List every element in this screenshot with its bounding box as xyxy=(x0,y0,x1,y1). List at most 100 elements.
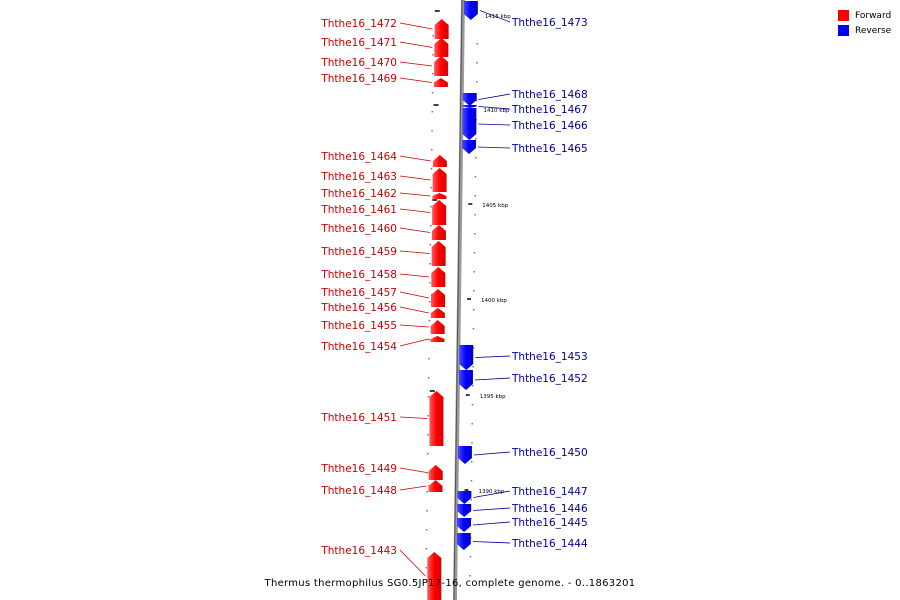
gene-arrow-forward[interactable] xyxy=(432,193,447,199)
grid-dot xyxy=(472,309,475,311)
gene-label[interactable]: Ththe16_1462 xyxy=(320,188,397,200)
chromosome-axis xyxy=(453,0,465,600)
gene-leader-line xyxy=(399,250,430,254)
grid-dot xyxy=(428,358,430,360)
gene-arrow-forward[interactable] xyxy=(431,241,446,266)
gene-label[interactable]: Ththe16_1458 xyxy=(320,269,397,281)
gene-arrow-forward[interactable] xyxy=(427,552,442,600)
gene-arrow-forward[interactable] xyxy=(432,200,447,225)
gene-label[interactable]: Ththe16_1456 xyxy=(320,302,397,314)
grid-dot xyxy=(432,35,435,37)
grid-dot xyxy=(471,404,474,406)
gene-arrow-reverse[interactable] xyxy=(463,1,478,20)
legend-label: Forward xyxy=(855,10,892,21)
gene-leader-line xyxy=(473,451,511,456)
grid-dot xyxy=(471,385,474,387)
gene-arrow-forward[interactable] xyxy=(429,391,444,446)
gene-label[interactable]: Ththe16_1468 xyxy=(511,89,588,101)
gene-label[interactable]: Ththe16_1470 xyxy=(320,57,397,69)
gene-label[interactable]: Ththe16_1467 xyxy=(511,104,588,116)
grid-dot xyxy=(475,100,478,102)
grid-dot xyxy=(475,157,477,159)
gene-label[interactable]: Ththe16_1460 xyxy=(320,223,397,235)
gene-label[interactable]: Ththe16_1453 xyxy=(511,351,588,363)
grid-dot xyxy=(475,138,477,140)
gene-label[interactable]: Ththe16_1454 xyxy=(320,341,397,353)
gene-arrow-forward[interactable] xyxy=(430,320,445,334)
gene-label[interactable]: Ththe16_1447 xyxy=(511,486,588,498)
gene-leader-line xyxy=(473,490,511,498)
grid-dot xyxy=(472,366,474,368)
grid-dot xyxy=(474,195,477,197)
tick-label: 1410 kbp xyxy=(484,108,510,114)
gene-arrow-forward[interactable] xyxy=(433,78,448,87)
gene-label[interactable]: Ththe16_1471 xyxy=(320,37,397,49)
gene-label[interactable]: Ththe16_1461 xyxy=(320,204,397,216)
gene-arrow-reverse[interactable] xyxy=(462,105,477,108)
legend-item-forward: Forward xyxy=(838,8,891,23)
gene-label[interactable]: Ththe16_1448 xyxy=(320,485,397,497)
gene-leader-line xyxy=(399,192,431,197)
grid-dot xyxy=(431,92,434,94)
gene-arrow-forward[interactable] xyxy=(428,465,443,480)
gene-label[interactable]: Ththe16_1457 xyxy=(320,287,397,299)
gene-leader-line xyxy=(475,355,511,358)
grid-dot xyxy=(476,81,478,83)
gene-arrow-reverse[interactable] xyxy=(462,108,477,140)
gene-label[interactable]: Ththe16_1451 xyxy=(320,412,397,424)
gene-label[interactable]: Ththe16_1446 xyxy=(511,503,588,515)
gene-arrow-reverse[interactable] xyxy=(462,140,477,154)
gene-label[interactable]: Ththe16_1444 xyxy=(511,538,588,550)
gene-label[interactable]: Ththe16_1443 xyxy=(320,545,397,557)
grid-dot xyxy=(469,556,472,558)
grid-dot xyxy=(430,225,432,227)
tick-label: 1405 kbp xyxy=(482,203,508,209)
gene-arrow-reverse[interactable] xyxy=(457,491,472,504)
gene-label[interactable]: Ththe16_1472 xyxy=(320,18,397,30)
gene-label[interactable]: Ththe16_1464 xyxy=(320,151,397,163)
gene-arrow-forward[interactable] xyxy=(430,336,445,342)
gene-arrow-forward[interactable] xyxy=(432,168,447,192)
gene-arrow-forward[interactable] xyxy=(431,225,446,240)
gene-arrow-reverse[interactable] xyxy=(459,345,474,370)
gene-label[interactable]: Ththe16_1450 xyxy=(511,447,588,459)
gene-label[interactable]: Ththe16_1452 xyxy=(511,373,588,385)
gene-label[interactable]: Ththe16_1473 xyxy=(511,17,588,29)
gene-label[interactable]: Ththe16_1466 xyxy=(511,120,588,132)
grid-dot xyxy=(427,377,430,379)
gene-arrow-forward[interactable] xyxy=(430,308,445,318)
gene-label[interactable]: Ththe16_1455 xyxy=(320,320,397,332)
gene-label[interactable]: Ththe16_1459 xyxy=(320,246,397,258)
gene-leader-line xyxy=(399,175,431,181)
gene-label[interactable]: Ththe16_1465 xyxy=(511,143,588,155)
grid-dot xyxy=(426,510,428,512)
gene-label[interactable]: Ththe16_1449 xyxy=(320,463,397,475)
grid-dot xyxy=(425,548,428,550)
gene-arrow-reverse[interactable] xyxy=(457,518,471,532)
gene-arrow-reverse[interactable] xyxy=(458,370,473,390)
gene-label[interactable]: Ththe16_1463 xyxy=(320,171,397,183)
gene-arrow-reverse[interactable] xyxy=(457,446,472,464)
gene-arrow-forward[interactable] xyxy=(434,19,449,39)
grid-dot xyxy=(425,529,428,531)
tick-label: 1415 kbp xyxy=(485,14,511,20)
gene-label[interactable]: Ththe16_1469 xyxy=(320,73,397,85)
grid-dot xyxy=(473,271,475,273)
gene-arrow-forward[interactable] xyxy=(434,38,449,57)
gene-leader-line xyxy=(399,549,426,577)
gene-arrow-reverse[interactable] xyxy=(457,504,472,517)
grid-dot xyxy=(471,423,473,425)
gene-arrow-forward[interactable] xyxy=(431,289,446,307)
gene-arrow-forward[interactable] xyxy=(432,155,447,167)
gene-arrow-reverse[interactable] xyxy=(462,93,477,106)
gene-arrow-forward[interactable] xyxy=(434,56,449,76)
gene-leader-line xyxy=(479,10,511,23)
legend: Forward Reverse xyxy=(838,8,891,38)
grid-dot xyxy=(427,415,429,417)
gene-arrow-forward[interactable] xyxy=(428,480,443,492)
gene-label[interactable]: Ththe16_1445 xyxy=(511,517,588,529)
gene-arrow-forward[interactable] xyxy=(431,267,446,287)
gene-leader-line xyxy=(399,338,429,347)
gene-arrow-reverse[interactable] xyxy=(456,533,471,550)
